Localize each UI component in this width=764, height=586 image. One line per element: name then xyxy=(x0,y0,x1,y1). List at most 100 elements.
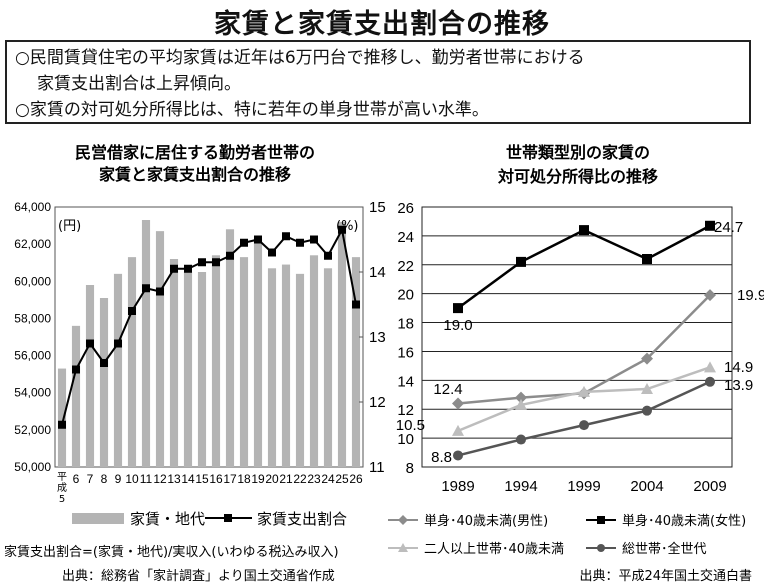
left-x-tick: 26 xyxy=(349,472,363,486)
label-s1-last: 19.9 xyxy=(737,287,764,304)
bar xyxy=(183,272,193,467)
right-y-tick: 20 xyxy=(397,287,414,304)
point-triangle xyxy=(641,383,653,394)
bar xyxy=(267,268,277,467)
label-s3-first: 10.5 xyxy=(396,417,425,434)
right-y-tick: 24 xyxy=(397,229,414,246)
left-x-tick: 19 xyxy=(251,472,265,486)
bar xyxy=(71,325,81,467)
right-series xyxy=(452,220,716,461)
summary-box: ○民間賃貸住宅の平均家賃は近年は6万円台で推移し、勤労者世帯における 家賃支出割… xyxy=(5,40,751,124)
bar xyxy=(197,272,207,467)
line-point xyxy=(128,307,136,315)
line-point xyxy=(170,264,178,273)
point-triangle xyxy=(578,385,590,397)
right-y-tick: 14 xyxy=(397,373,414,390)
left-chart: 民営借家に居住する勤労者世帯の 家賃と家賃支出割合の推移 64,000 62,00… xyxy=(14,143,385,528)
left-y-tick: 54,000 xyxy=(14,386,51,400)
point-triangle xyxy=(704,361,716,373)
point-square xyxy=(453,303,463,314)
left-x-tick: 21 xyxy=(279,472,293,486)
bar xyxy=(337,221,347,467)
bar xyxy=(99,298,109,467)
line-point xyxy=(100,359,108,367)
left-y-tick: 62,000 xyxy=(14,237,51,251)
bar xyxy=(155,231,165,467)
left-x-tick: 平 xyxy=(57,472,67,483)
line-point xyxy=(72,365,80,374)
right-chart-title-1: 世帯類型別の家賃の xyxy=(506,143,650,162)
page-title: 家賃と家賃支出割合の推移 xyxy=(214,9,550,40)
right-x-tick: 1999 xyxy=(567,478,600,495)
left-y2-tick: 11 xyxy=(369,459,385,476)
left-y-tick: 52,000 xyxy=(14,423,51,437)
right-data-labels: 12.4 19.9 19.0 24.7 10.5 14.9 8.8 13.9 xyxy=(396,219,764,466)
right-y-tick: 8 xyxy=(406,460,414,477)
right-y-tick: 12 xyxy=(397,402,414,419)
left-x-tick: 22 xyxy=(293,472,307,486)
point-triangle xyxy=(452,424,464,436)
right-x-tick: 1994 xyxy=(504,478,537,495)
legend-s3-label: 二人以上世帯･40歳未満 xyxy=(424,542,564,557)
bar xyxy=(351,257,361,467)
line-point xyxy=(338,225,346,234)
label-s2-first: 19.0 xyxy=(443,317,472,334)
bar xyxy=(211,255,221,467)
right-grid xyxy=(422,235,732,439)
line-point xyxy=(198,258,206,267)
left-x-tick: 10 xyxy=(125,472,139,486)
left-y-tick: 58,000 xyxy=(14,311,51,325)
bar xyxy=(239,257,249,467)
right-x-tick: 2009 xyxy=(693,478,726,495)
point-circle xyxy=(516,434,526,445)
line-point xyxy=(296,238,304,247)
legend-s4-marker xyxy=(597,544,605,552)
left-x-tick: 8 xyxy=(101,472,108,486)
point-square xyxy=(516,256,526,267)
summary-line-1: ○民間賃貸住宅の平均家賃は近年は6万円台で推移し、勤労者世帯における xyxy=(15,48,585,68)
bar xyxy=(295,273,305,467)
right-legend: 単身･40歳未満(男性) 単身･40歳未満(女性) 二人以上世帯･40歳未満 総… xyxy=(388,513,746,557)
legend-s1-marker xyxy=(398,515,408,525)
left-y2-tick: 15 xyxy=(369,199,386,216)
line-point xyxy=(142,284,150,293)
line-point xyxy=(240,238,248,247)
bar xyxy=(323,268,333,467)
summary-line-2: ○家賃の対可処分所得比は、特に若年の単身世帯が高い水準。 xyxy=(15,100,489,120)
point-circle xyxy=(642,405,652,416)
left-x-tick: 16 xyxy=(209,472,223,486)
left-y-tick: 50,000 xyxy=(14,460,51,474)
label-s1-first: 12.4 xyxy=(433,381,462,398)
left-y2-tick: 13 xyxy=(369,329,386,346)
line-point xyxy=(324,251,332,260)
left-x-tick: 24 xyxy=(321,472,335,486)
left-x-tick: 12 xyxy=(153,472,167,486)
legend-s4-label: 総世帯･全世代 xyxy=(622,541,707,557)
left-y2-tick: 14 xyxy=(369,264,386,281)
bar xyxy=(57,368,67,467)
line-point xyxy=(114,339,122,348)
line-point xyxy=(86,339,94,348)
left-x-tick: 23 xyxy=(307,472,321,486)
legend-s3-marker xyxy=(398,543,408,552)
bar xyxy=(141,220,151,467)
legend-bar-label: 家賃・地代 xyxy=(130,510,205,528)
right-y-tick: 18 xyxy=(397,316,414,333)
point-circle xyxy=(453,450,463,461)
label-s4-first: 8.8 xyxy=(431,449,452,466)
line-point xyxy=(268,248,276,257)
line-point xyxy=(254,235,262,244)
point-diamond xyxy=(515,391,527,404)
point-square xyxy=(705,220,715,231)
left-x-tick: 13 xyxy=(167,472,181,486)
left-x-tick: 7 xyxy=(87,472,94,486)
right-y-tick: 10 xyxy=(397,431,414,448)
bar xyxy=(169,259,179,467)
left-y-tick: 60,000 xyxy=(14,274,51,288)
right-chart-title-2: 対可処分所得比の推移 xyxy=(497,167,658,186)
legend-line-label: 家賃支出割合 xyxy=(257,510,347,528)
right-y-tick: 22 xyxy=(397,258,414,275)
line-point xyxy=(184,264,192,273)
left-y2-unit: (%) xyxy=(336,219,359,234)
